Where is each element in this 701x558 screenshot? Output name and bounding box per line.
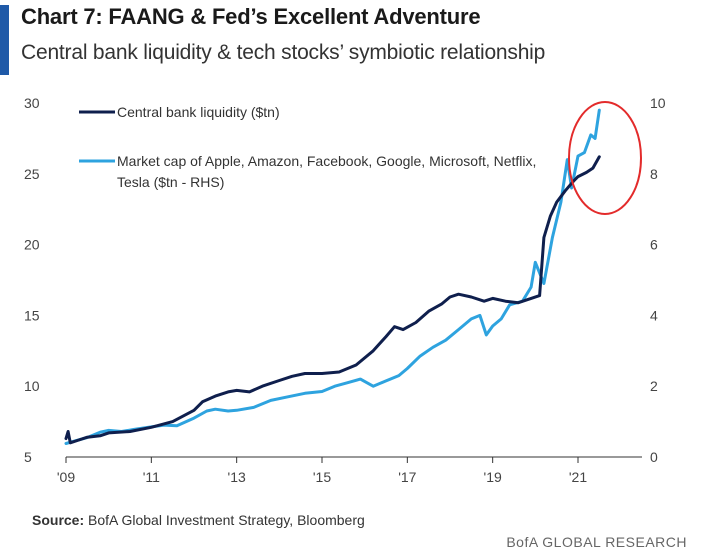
source-note: Source: BofA Global Investment Strategy,… xyxy=(32,512,365,528)
x-tick-label: '19 xyxy=(484,469,502,485)
y-right-tick-label: 10 xyxy=(650,95,666,111)
y-left-tick-label: 25 xyxy=(24,166,40,182)
x-tick-label: '21 xyxy=(569,469,587,485)
x-tick-label: '11 xyxy=(143,469,160,485)
y-right-tick-label: 8 xyxy=(650,166,658,182)
chart-subtitle: Central bank liquidity & tech stocks’ sy… xyxy=(21,41,546,64)
legend-label-central-bank-liquidity: Central bank liquidity ($tn) xyxy=(117,104,280,120)
series-line-central-bank-liquidity xyxy=(64,155,601,445)
y-right-tick-label: 6 xyxy=(650,237,658,253)
source-label: Source: xyxy=(32,512,85,528)
y-right-tick-label: 4 xyxy=(650,307,658,323)
x-tick-label: '15 xyxy=(313,469,331,485)
y-left-tick-label: 5 xyxy=(24,449,32,465)
y-left-tick-label: 20 xyxy=(24,237,40,253)
source-text: BofA Global Investment Strategy, Bloombe… xyxy=(84,512,365,528)
highlight-circle xyxy=(568,101,642,215)
y-right-tick-label: 0 xyxy=(650,449,658,465)
y-left-tick-label: 15 xyxy=(24,307,40,323)
x-tick-label: '17 xyxy=(398,469,416,485)
series-line-faang-market-cap xyxy=(64,108,601,445)
y-left-tick-label: 10 xyxy=(24,378,40,394)
x-tick-label: '09 xyxy=(57,469,75,485)
y-right-tick-label: 2 xyxy=(650,378,658,394)
y-left-tick-label: 30 xyxy=(24,95,40,111)
x-tick-label: '13 xyxy=(228,469,246,485)
chart-title: Chart 7: FAANG & Fed’s Excellent Adventu… xyxy=(21,4,481,29)
footer-brand: BofA GLOBAL RESEARCH xyxy=(506,534,687,550)
legend-label-faang-market-cap: Market cap of Apple, Amazon, Facebook, G… xyxy=(117,153,536,169)
title-accent-bar xyxy=(0,5,9,75)
legend-label-faang-market-cap: Tesla ($tn - RHS) xyxy=(117,174,224,190)
